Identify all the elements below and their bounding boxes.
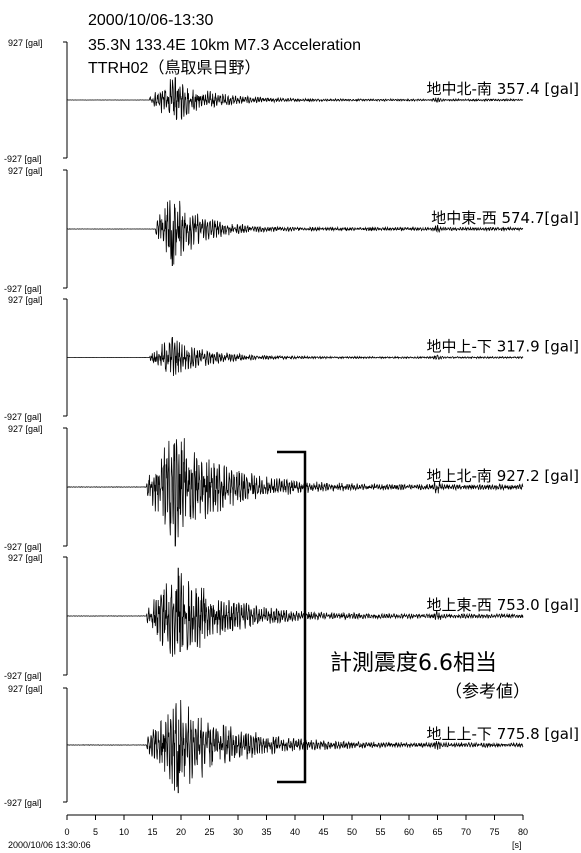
x-tick-label-1: 5 xyxy=(93,827,98,837)
channel-panel-2: 927 [gal] -927 [gal] 地中上-下 317.9 [gal] xyxy=(4,295,579,422)
y-label-top-1: 927 [gal] xyxy=(8,166,43,176)
channel-panel-1: 927 [gal] -927 [gal] 地中東-西 574.7[gal] xyxy=(4,166,579,294)
x-tick-label-4: 20 xyxy=(176,827,186,837)
waveform-2 xyxy=(66,337,524,377)
y-label-top-0: 927 [gal] xyxy=(8,38,43,48)
x-tick-label-3: 15 xyxy=(147,827,157,837)
y-label-top-4: 927 [gal] xyxy=(8,553,43,563)
channel-label-3: 地上北-南 927.2 [gal] xyxy=(427,467,579,485)
x-tick-label-15: 75 xyxy=(489,827,499,837)
channel-panels: 927 [gal]-927 [gal]地中北-南 357.4 [gal]927 … xyxy=(4,38,579,808)
x-start-label: 2000/10/06 13:30:06 xyxy=(8,840,91,850)
channel-label-4: 地上東-西 753.0 [gal] xyxy=(427,596,579,614)
channel-panel-0: 927 [gal] -927 [gal] 地中北-南 357.4 [gal] xyxy=(4,38,579,164)
channel-label-5: 地上上-下 775.8 [gal] xyxy=(427,725,579,743)
waveform-5 xyxy=(66,699,524,794)
y-label-top-5: 927 [gal] xyxy=(8,684,43,694)
channel-panel-4: 927 [gal] -927 [gal] 地上東-西 753.0 [gal] xyxy=(4,553,579,681)
x-tick-label-16: 80 xyxy=(518,827,528,837)
x-tick-label-6: 30 xyxy=(233,827,243,837)
y-label-bottom-2: -927 [gal] xyxy=(4,412,42,422)
channel-label-2: 地中上-下 317.9 [gal] xyxy=(427,338,579,356)
waveform-0 xyxy=(67,77,524,120)
channel-panel-3: 927 [gal] -927 [gal] 地上北-南 927.2 [gal] xyxy=(4,424,579,552)
header-event: 35.3N 133.4E 10km M7.3 Acceleration xyxy=(88,37,361,54)
y-label-bottom-3: -927 [gal] xyxy=(4,542,42,552)
x-tick-label-14: 70 xyxy=(461,827,471,837)
y-label-bottom-4: -927 [gal] xyxy=(4,671,42,681)
channel-panel-5: 927 [gal] -927 [gal] 地上上-下 775.8 [gal] xyxy=(4,684,579,808)
waveform-4 xyxy=(66,567,524,657)
y-label-bottom-0: -927 [gal] xyxy=(4,154,42,164)
x-tick-label-13: 65 xyxy=(432,827,442,837)
x-tick-label-8: 40 xyxy=(290,827,300,837)
header-date: 2000/10/06-13:30 xyxy=(88,12,214,29)
header-station: TTRH02（鳥取県日野） xyxy=(88,59,260,77)
y-label-top-3: 927 [gal] xyxy=(8,424,43,434)
y-label-bottom-1: -927 [gal] xyxy=(4,284,42,294)
channel-label-1: 地中東-西 574.7[gal] xyxy=(431,209,579,227)
x-unit-label: [s] xyxy=(512,840,522,850)
intensity-note: 計測震度6.6相当 xyxy=(330,651,497,676)
x-tick-label-10: 50 xyxy=(347,827,357,837)
x-tick-label-11: 55 xyxy=(375,827,385,837)
intensity-bracket xyxy=(277,450,307,784)
x-tick-label-9: 45 xyxy=(318,827,328,837)
y-label-bottom-5: -927 [gal] xyxy=(4,798,42,808)
x-tick-label-5: 25 xyxy=(204,827,214,837)
x-tick-label-7: 35 xyxy=(261,827,271,837)
x-tick-label-12: 60 xyxy=(404,827,414,837)
waveform-3 xyxy=(66,438,524,547)
channel-label-0: 地中北-南 357.4 [gal] xyxy=(427,80,579,98)
x-axis-ticks: 0 5 10 15 20 25 30 35 40 45 50 55 60 65 70 75 80 xyxy=(64,815,528,837)
intensity-sub: （参考値） xyxy=(445,682,530,702)
waveform-1 xyxy=(66,200,524,266)
x-tick-label-2: 10 xyxy=(119,827,129,837)
x-tick-label-0: 0 xyxy=(64,827,69,837)
y-label-top-2: 927 [gal] xyxy=(8,295,43,305)
